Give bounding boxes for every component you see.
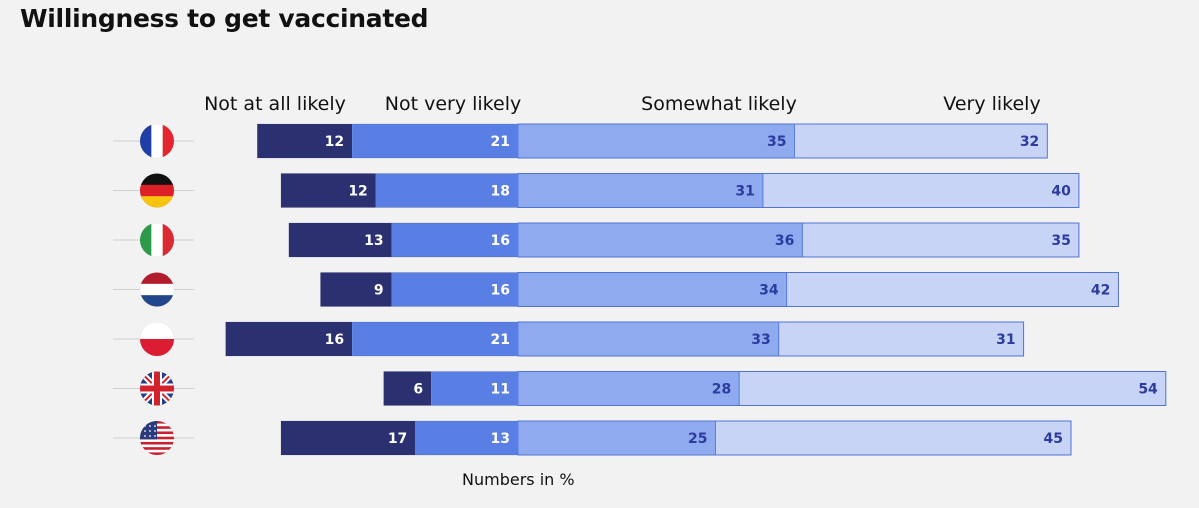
bar-very-likely-united-states (715, 420, 1072, 456)
value-label-somewhat-likely-france: 35 (767, 134, 786, 150)
bar-very-likely-poland (778, 321, 1025, 357)
value-label-very-likely-united-states: 45 (1044, 431, 1063, 447)
value-label-not-very-likely-italy: 16 (491, 233, 510, 249)
bar-outline (288, 222, 1080, 258)
value-label-somewhat-likely-poland: 33 (751, 332, 770, 348)
bar-not-at-all-likely-france (257, 124, 353, 158)
legend-label-somewhat-likely: Somewhat likely (641, 93, 797, 115)
bar-somewhat-likely-united-states (517, 420, 716, 456)
bar-row-united-states: 17 13 25 45 (113, 420, 1072, 456)
bar-row-poland: 16 21 33 31 (113, 321, 1025, 357)
flag-uk-icon (139, 371, 175, 406)
value-label-not-very-likely-netherlands: 16 (491, 283, 510, 299)
value-label-somewhat-likely-netherlands: 34 (759, 283, 779, 299)
bar-not-at-all-likely-poland (225, 322, 353, 356)
value-label-very-likely-germany: 40 (1051, 184, 1071, 200)
value-label-somewhat-likely-united-kingdom: 28 (712, 382, 731, 398)
value-label-not-at-all-likely-germany: 12 (348, 184, 367, 200)
bar-row-united-kingdom: 6 11 28 54 (113, 371, 1167, 406)
bar-very-likely-italy (801, 222, 1080, 258)
bar-row-italy: 13 16 36 35 (113, 222, 1080, 258)
flag-germany-icon (139, 173, 175, 208)
value-label-very-likely-united-kingdom: 54 (1138, 382, 1158, 398)
bar-somewhat-likely-united-kingdom (517, 371, 740, 406)
bar-somewhat-likely-netherlands (517, 272, 788, 307)
bar-not-at-all-likely-netherlands (320, 272, 392, 307)
bar-not-very-likely-poland (352, 322, 518, 356)
bar-outline (383, 371, 1167, 406)
flag-usa-icon (139, 420, 175, 456)
value-label-not-very-likely-france: 21 (491, 134, 510, 150)
bar-not-at-all-likely-united-states (281, 421, 416, 455)
value-label-not-at-all-likely-netherlands: 9 (374, 283, 384, 299)
bar-row-france: 12 21 35 32 (113, 123, 1048, 159)
bar-very-likely-netherlands (786, 272, 1119, 307)
bar-outline (225, 321, 1024, 357)
value-label-not-very-likely-united-states: 13 (491, 431, 510, 447)
bar-not-at-all-likely-germany (281, 173, 376, 208)
bar-row-germany: 12 18 31 40 (113, 173, 1080, 208)
value-label-not-very-likely-united-kingdom: 11 (491, 382, 510, 398)
flag-france-icon (139, 123, 175, 159)
legend-label-not-very-likely: Not very likely (385, 93, 521, 115)
flag-italy-icon (139, 222, 175, 258)
units-note: Numbers in % (462, 470, 575, 489)
bar-not-very-likely-united-kingdom (431, 371, 518, 406)
value-label-not-at-all-likely-france: 12 (325, 134, 344, 150)
bar-not-very-likely-france (352, 124, 518, 158)
bar-not-very-likely-united-states (415, 421, 518, 455)
bar-not-very-likely-germany (375, 173, 518, 208)
bar-outline (256, 123, 1048, 159)
value-label-not-at-all-likely-poland: 16 (325, 332, 344, 348)
flag-poland-icon (139, 321, 175, 357)
bar-not-at-all-likely-italy (288, 223, 392, 257)
value-label-not-very-likely-poland: 21 (491, 332, 510, 348)
bar-outline (320, 272, 1119, 307)
value-label-not-at-all-likely-italy: 13 (364, 233, 383, 249)
value-label-not-very-likely-germany: 18 (491, 184, 510, 200)
bar-somewhat-likely-italy (517, 222, 803, 258)
value-label-very-likely-france: 32 (1020, 134, 1039, 150)
value-label-not-at-all-likely-united-states: 17 (388, 431, 407, 447)
value-label-not-at-all-likely-united-kingdom: 6 (413, 382, 423, 398)
bar-not-very-likely-italy (391, 223, 518, 257)
bar-somewhat-likely-france (517, 123, 795, 159)
flag-netherlands-icon (139, 272, 175, 307)
value-label-very-likely-italy: 35 (1051, 233, 1070, 249)
bar-row-netherlands: 9 16 34 42 (113, 272, 1119, 307)
bar-somewhat-likely-germany (517, 173, 764, 208)
bar-very-likely-france (794, 123, 1048, 159)
bar-outline (280, 420, 1072, 456)
legend-label-not-at-all-likely: Not at all likely (204, 93, 346, 115)
value-label-somewhat-likely-germany: 31 (735, 184, 754, 200)
bar-not-very-likely-netherlands (391, 272, 518, 307)
value-label-somewhat-likely-italy: 36 (775, 233, 794, 249)
bar-very-likely-germany (762, 173, 1080, 208)
value-label-very-likely-poland: 31 (996, 332, 1015, 348)
bar-somewhat-likely-poland (517, 321, 780, 357)
bar-very-likely-united-kingdom (738, 371, 1167, 406)
value-label-very-likely-netherlands: 42 (1091, 283, 1110, 299)
legend-label-very-likely: Very likely (943, 93, 1040, 115)
bar-not-at-all-likely-united-kingdom (383, 371, 432, 406)
value-label-somewhat-likely-united-states: 25 (688, 431, 707, 447)
bar-outline (280, 173, 1080, 208)
chart-title: Willingness to get vaccinated (20, 4, 429, 33)
